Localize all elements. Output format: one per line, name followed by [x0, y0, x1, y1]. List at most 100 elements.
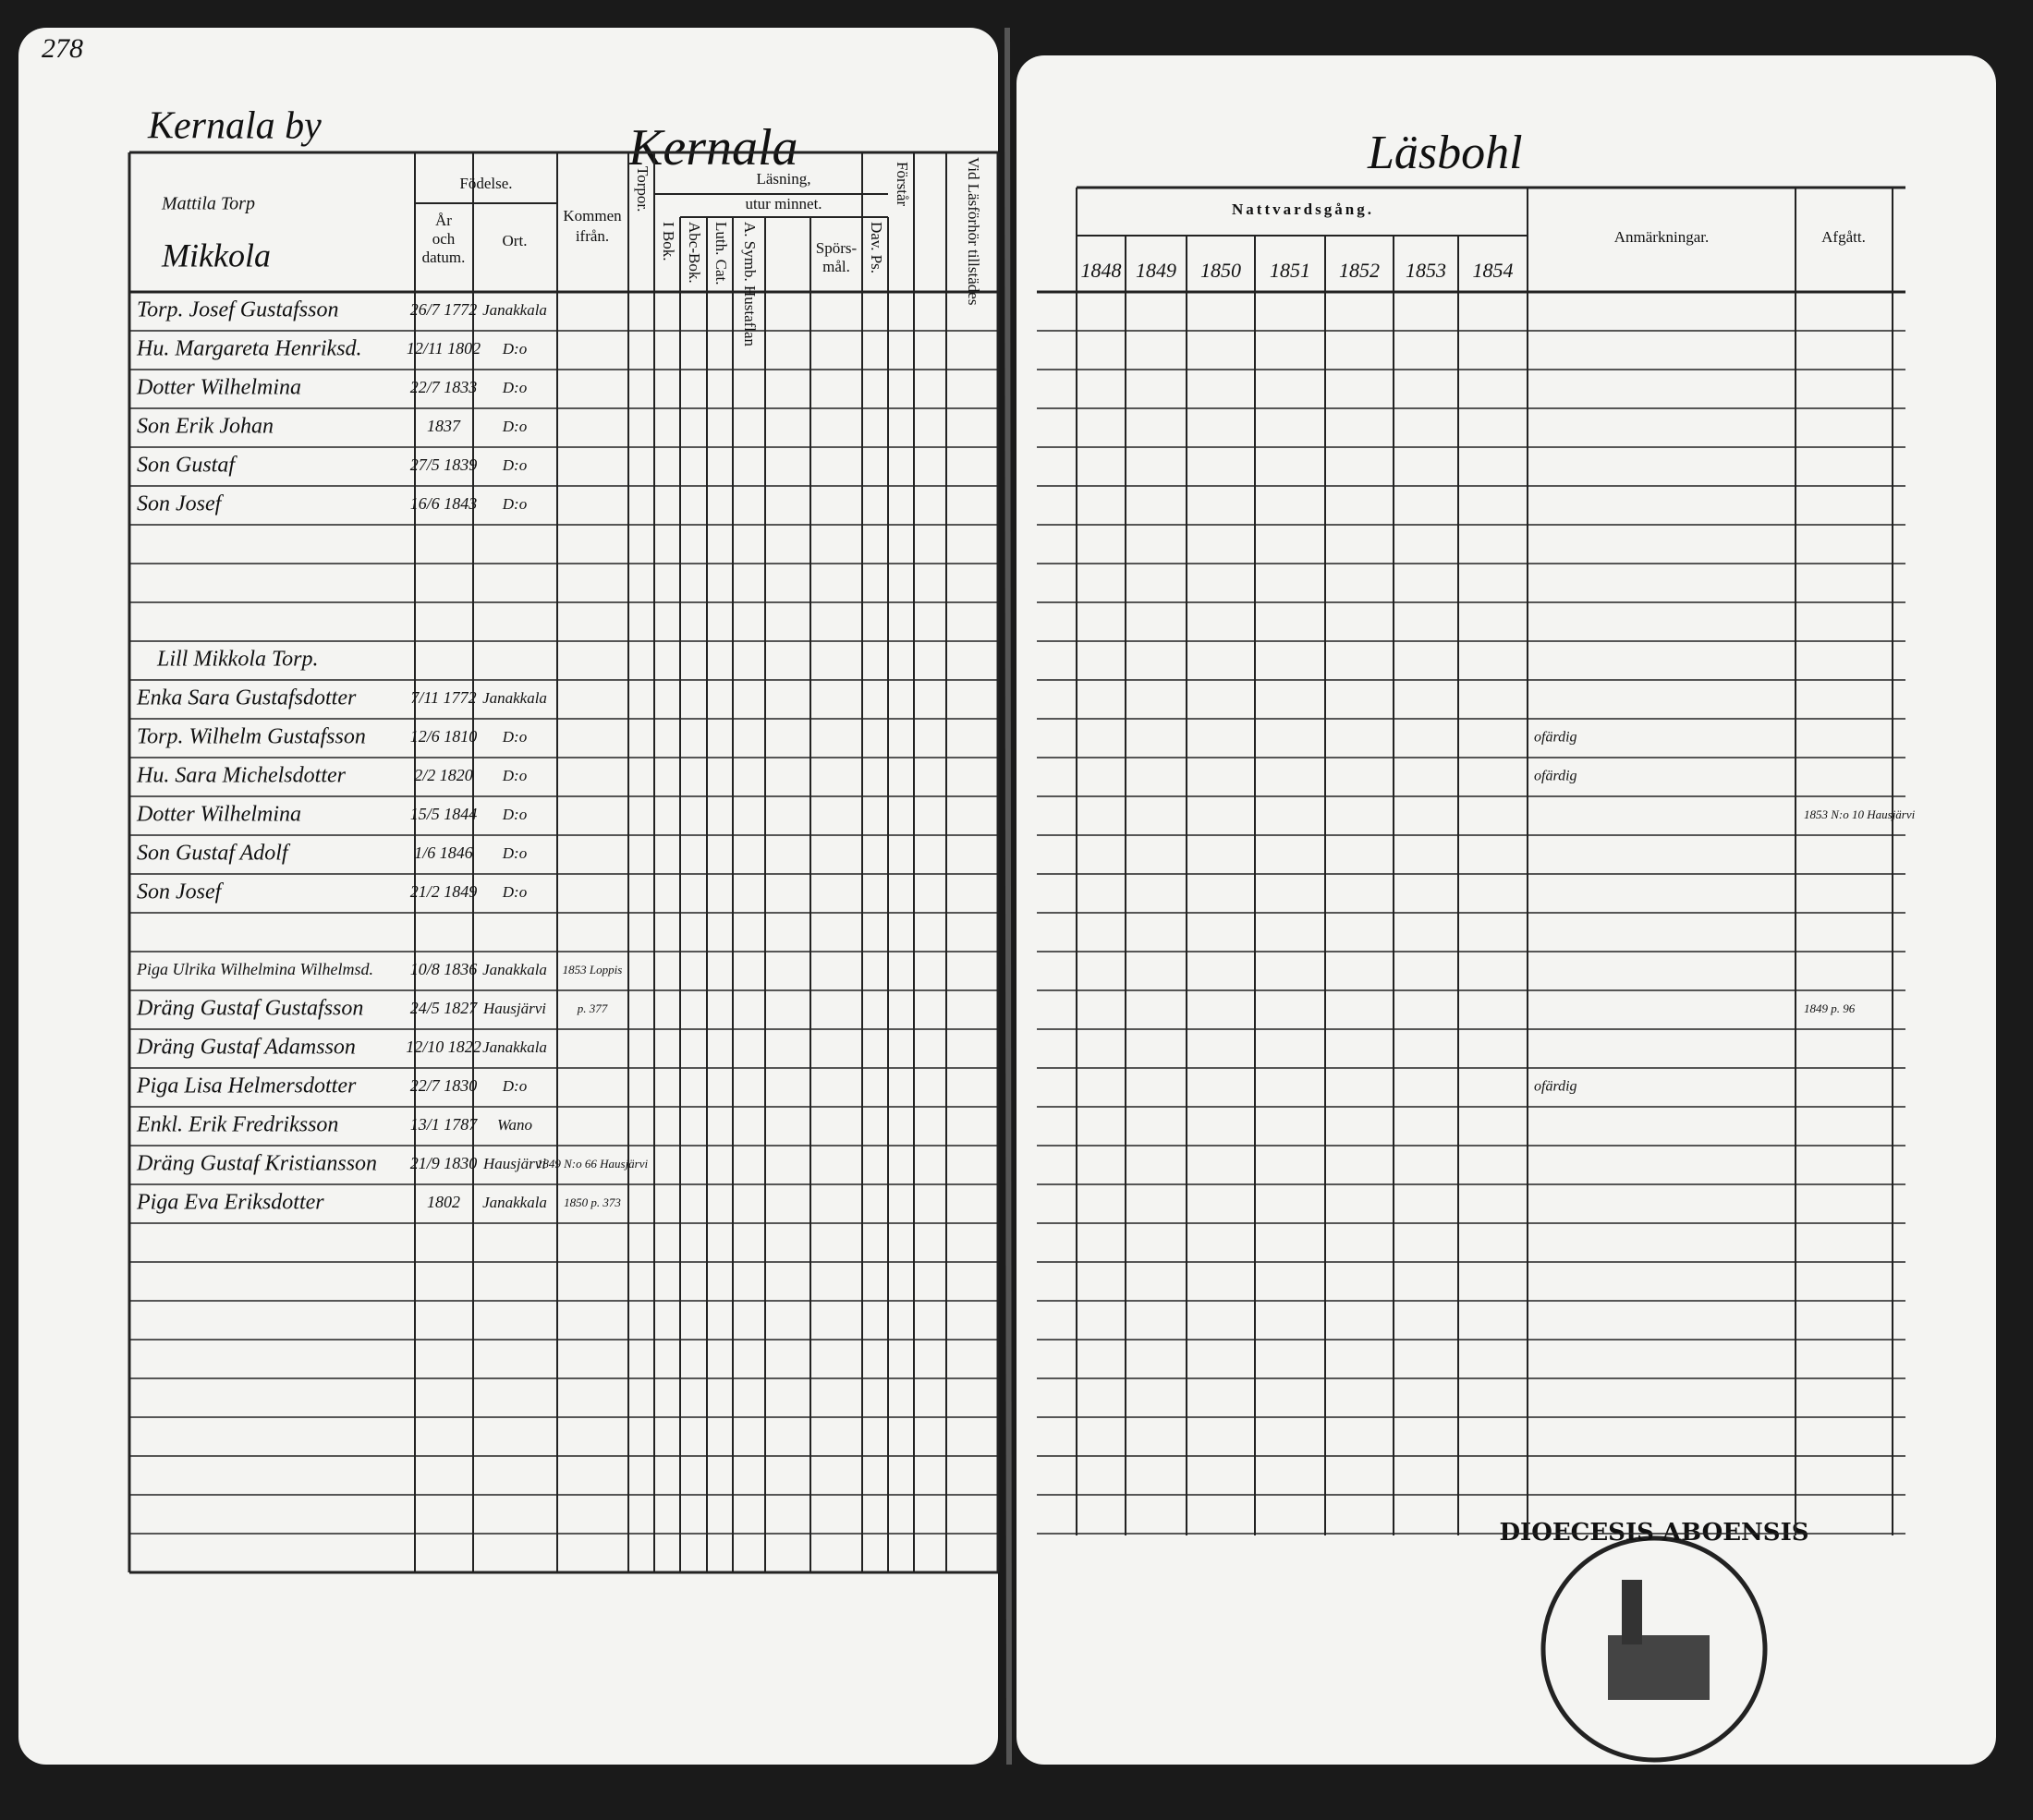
birth-place: D:o [502, 456, 527, 474]
parish: Kernala [627, 119, 798, 176]
header: Nattvardsgång. [1232, 200, 1374, 218]
header: Anmärkningar. [1614, 228, 1709, 246]
birth-date: 24/5 1827 [410, 999, 479, 1017]
birth-place: D:o [502, 418, 527, 435]
birth-date: 21/2 1849 [410, 882, 478, 901]
birth-place: D:o [502, 340, 527, 358]
birth-date: 2/2 1820 [414, 766, 473, 784]
remark: ofärdig [1534, 1079, 1577, 1095]
header: ifrån. [576, 227, 609, 245]
header: utur minnet. [745, 195, 822, 212]
birth-place: Janakkala [482, 301, 547, 319]
gutter [1004, 27, 1012, 1765]
farm: Mattila Torp [161, 194, 255, 214]
right-page [1016, 55, 1996, 1765]
header: Födelse. [459, 175, 512, 192]
birth-date: 7/11 1772 [410, 688, 476, 707]
person-name: Son Josef [137, 492, 225, 516]
birth-place: D:o [502, 883, 527, 901]
remark: ofärdig [1534, 769, 1577, 784]
birth-date: 16/6 1843 [410, 494, 478, 513]
header: År [435, 212, 452, 229]
group-heading: Lill Mikkola Torp. [156, 648, 318, 672]
birth-date: 10/8 1836 [410, 960, 478, 978]
birth-date: 22/7 1830 [410, 1076, 478, 1095]
birth-date: 21/9 1830 [410, 1154, 478, 1172]
year: 1853 [1406, 259, 1446, 282]
header: Kommen [563, 207, 622, 224]
person-name: Dräng Gustaf Gustafsson [136, 997, 363, 1021]
header: Förstår [894, 162, 911, 207]
person-name: Enka Sara Gustafsdotter [136, 686, 357, 710]
header: Torpor. [634, 166, 651, 212]
header: och [432, 230, 456, 248]
right-title: Läsbohl [1367, 127, 1523, 179]
year: 1849 [1136, 259, 1176, 282]
header: mål. [822, 258, 850, 275]
village: Kernala by [147, 105, 322, 148]
birth-place: D:o [502, 844, 527, 862]
header: Abc-Bok. [686, 222, 703, 284]
birth-place: D:o [502, 767, 527, 784]
came-from: 1853 Loppis [563, 963, 623, 977]
birth-date: 13/1 1787 [410, 1115, 479, 1134]
remark: ofärdig [1534, 730, 1577, 746]
header: Spörs- [816, 239, 858, 257]
person-name: Torp. Wilhelm Gustafsson [137, 725, 366, 749]
birth-date: 15/5 1844 [410, 805, 478, 823]
came-from: 1850 p. 373 [564, 1195, 621, 1209]
birth-place: Janakkala [482, 1194, 547, 1211]
birth-place: D:o [502, 379, 527, 396]
birth-place: Janakkala [482, 961, 547, 978]
header: Afgått. [1821, 228, 1866, 246]
birth-place: D:o [502, 806, 527, 823]
birth-place: D:o [502, 495, 527, 513]
birth-date: 12/10 1822 [406, 1037, 481, 1056]
year: 1852 [1339, 259, 1380, 282]
header: I Bok. [660, 222, 677, 261]
birth-date: 27/5 1839 [410, 455, 478, 474]
person-name: Piga Eva Eriksdotter [136, 1191, 324, 1215]
header: Dav. Ps. [868, 222, 885, 273]
stamp-tower [1622, 1580, 1642, 1644]
person-name: Son Erik Johan [137, 415, 274, 439]
departed: 1853 N:o 10 Hausjärvi [1804, 807, 1916, 821]
birth-date: 1/6 1846 [414, 843, 473, 862]
year: 1854 [1473, 259, 1514, 282]
person-name: Son Gustaf [137, 454, 237, 478]
header: datum. [422, 249, 466, 266]
birth-place: Hausjärvi [482, 1000, 546, 1017]
header: A. Symb. Hustaflan [741, 222, 759, 347]
page-number: 278 [42, 33, 83, 64]
year: 1851 [1270, 259, 1310, 282]
person-name: Dotter Wilhelmina [136, 803, 301, 827]
person-name: Hu. Margareta Henriksd. [136, 337, 362, 361]
birth-date: 1802 [427, 1193, 460, 1211]
header: Läsning, [756, 170, 810, 188]
person-name: Son Josef [137, 880, 225, 904]
birth-place: Janakkala [482, 689, 547, 707]
header: Luth. Cat. [712, 222, 730, 285]
birth-place: D:o [502, 728, 527, 746]
birth-place: Janakkala [482, 1038, 547, 1056]
person-name: Dräng Gustaf Kristiansson [136, 1152, 377, 1176]
person-name: Son Gustaf Adolf [137, 842, 291, 866]
person-name: Hu. Sara Michelsdotter [136, 764, 347, 788]
person-name: Dotter Wilhelmina [136, 376, 301, 400]
stamp-church [1608, 1635, 1710, 1700]
stamp-ring [1540, 1535, 1768, 1763]
year: 1850 [1200, 259, 1241, 282]
stamp [1540, 1535, 1768, 1763]
person-name: Enkl. Erik Fredriksson [136, 1113, 338, 1137]
header: Vid Läsförhör tillstädes [965, 157, 982, 305]
birth-place: Wano [497, 1116, 532, 1134]
birth-place: Hausjärvi [482, 1155, 546, 1172]
birth-date: 26/7 1772 [410, 300, 478, 319]
birth-date: 22/7 1833 [410, 378, 478, 396]
person-name: Piga Ulrika Wilhelmina Wilhelmsd. [136, 960, 373, 978]
person-name: Torp. Josef Gustafsson [137, 298, 338, 322]
birth-date: 1837 [427, 417, 461, 435]
farm: Mikkola [161, 237, 271, 273]
birth-place: D:o [502, 1077, 527, 1095]
person-name: Piga Lisa Helmersdotter [136, 1074, 357, 1098]
